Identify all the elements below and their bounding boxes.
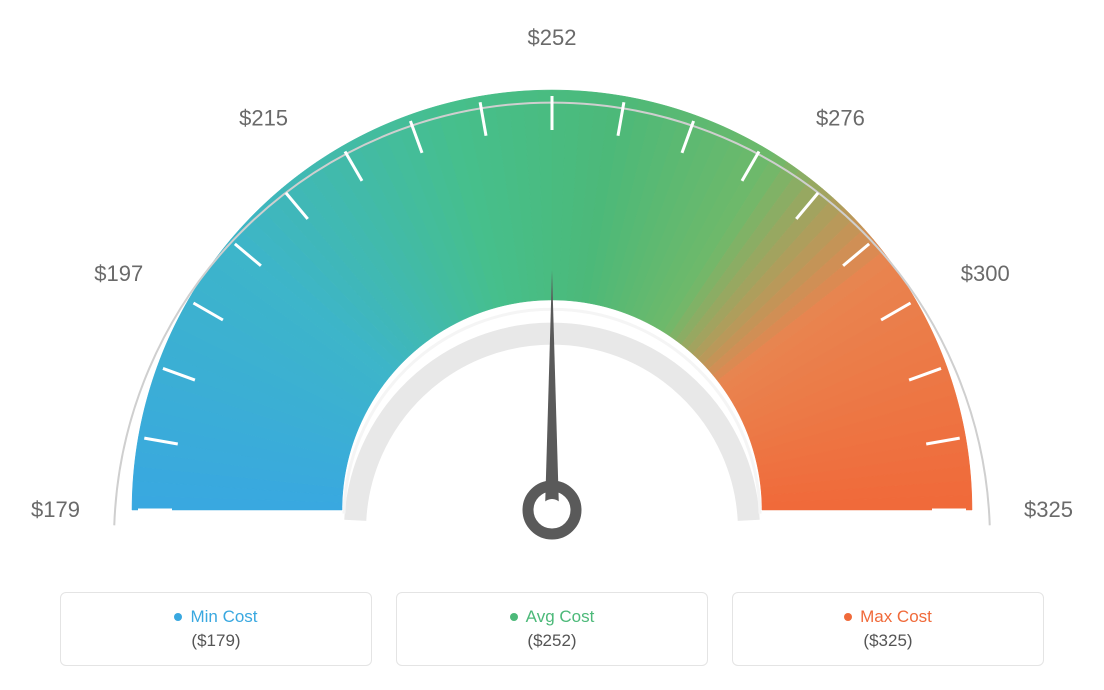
svg-text:$197: $197: [94, 261, 143, 286]
svg-text:$300: $300: [961, 261, 1010, 286]
legend-value-max: ($325): [863, 631, 912, 651]
legend-card-max: Max Cost ($325): [732, 592, 1044, 666]
legend-dot-avg: [510, 613, 518, 621]
legend-label-min: Min Cost: [190, 607, 257, 627]
legend-label-max: Max Cost: [860, 607, 932, 627]
legend-title-min: Min Cost: [174, 607, 257, 627]
legend-value-min: ($179): [191, 631, 240, 651]
legend-dot-min: [174, 613, 182, 621]
svg-text:$215: $215: [239, 106, 288, 131]
cost-gauge-chart: $179 $197 $215 $252 $276 $300 $325 Min Cost ($…: [0, 0, 1104, 690]
svg-text:$276: $276: [816, 106, 865, 131]
legend-value-avg: ($252): [527, 631, 576, 651]
svg-text:$252: $252: [528, 25, 577, 50]
legend-card-avg: Avg Cost ($252): [396, 592, 708, 666]
gauge-svg: $179 $197 $215 $252 $276 $300 $325: [0, 0, 1104, 580]
legend-title-avg: Avg Cost: [510, 607, 595, 627]
legend-label-avg: Avg Cost: [526, 607, 595, 627]
svg-text:$179: $179: [31, 497, 80, 522]
legend-card-min: Min Cost ($179): [60, 592, 372, 666]
legend-row: Min Cost ($179) Avg Cost ($252) Max Cost…: [0, 592, 1104, 666]
svg-text:$325: $325: [1024, 497, 1073, 522]
legend-title-max: Max Cost: [844, 607, 932, 627]
legend-dot-max: [844, 613, 852, 621]
